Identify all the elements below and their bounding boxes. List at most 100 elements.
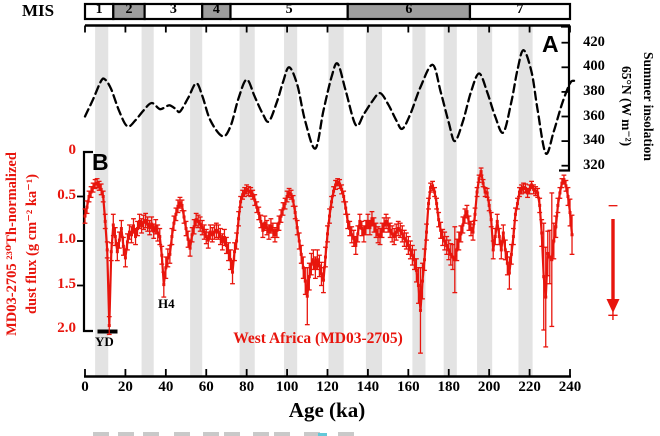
dust-data-point	[103, 219, 107, 223]
dust-scale-plus-sign: +	[607, 305, 619, 327]
dust-data-point	[222, 235, 226, 239]
dust-data-point	[311, 258, 315, 262]
dust-data-point	[255, 205, 259, 209]
dust-data-point	[115, 250, 119, 254]
dust-data-point	[148, 226, 152, 230]
x-tick-label-120: 120	[316, 379, 339, 395]
dust-data-point	[348, 227, 352, 231]
dust-data-point	[382, 223, 386, 227]
dust-data-point	[548, 255, 552, 259]
dust-data-point	[566, 195, 570, 198]
insolation-tick-label-420: 420	[583, 33, 605, 50]
x-tick-label-80: 80	[239, 379, 255, 395]
dust-data-point	[570, 233, 574, 237]
x-tick-label-100: 100	[275, 379, 299, 395]
mis-segment-label-1: 1	[95, 2, 103, 17]
dust-data-point	[210, 233, 214, 237]
dust-data-point	[451, 255, 455, 259]
dust-data-point	[204, 235, 208, 239]
dust-data-point	[119, 227, 123, 231]
mis-segment-label-4: 4	[212, 2, 220, 17]
dust-data-point	[372, 223, 376, 227]
dust-data-point	[273, 233, 277, 237]
dust-data-point	[330, 200, 334, 204]
cropped-caption-mark	[274, 432, 290, 436]
dust-data-point	[481, 181, 485, 185]
dust-data-point	[380, 228, 384, 232]
dust-data-point	[517, 190, 521, 194]
dust-data-point	[140, 224, 144, 228]
dust-data-point	[121, 244, 125, 248]
dust-data-point	[279, 214, 283, 218]
dust-data-point	[459, 232, 463, 236]
dust-data-point	[285, 195, 289, 198]
insolation-tick-label-320: 320	[583, 156, 605, 173]
dust-data-point	[93, 182, 97, 186]
dust-data-point	[536, 191, 540, 195]
dust-data-point	[520, 187, 523, 191]
dust-data-point	[218, 235, 222, 239]
dust-data-point	[150, 222, 154, 226]
dust-data-point	[156, 231, 160, 235]
dust-data-point	[176, 204, 180, 208]
dust-data-point	[398, 228, 402, 232]
dust-data-point	[305, 294, 309, 298]
dust-data-point	[420, 279, 424, 283]
dust-data-point	[487, 203, 491, 207]
dust-data-point	[295, 226, 299, 230]
dust-data-point	[321, 278, 325, 282]
humid-period-band	[477, 26, 493, 376]
panel-a-label: A	[542, 31, 559, 57]
dust-data-point	[202, 230, 206, 234]
insolation-tick-label-360: 360	[583, 107, 605, 124]
dust-data-point	[336, 180, 340, 184]
dust-data-point	[388, 228, 392, 232]
dust-data-point	[378, 235, 382, 239]
yd-interval-bar	[97, 329, 118, 334]
humid-period-band	[328, 26, 344, 376]
dust-data-point	[178, 201, 182, 205]
dust-data-point	[85, 205, 89, 209]
panel-b-left-axis	[82, 150, 93, 333]
dust-data-point	[509, 252, 513, 256]
dust-data-point	[229, 258, 232, 262]
dust-data-point	[483, 190, 487, 194]
dust-data-point	[152, 229, 156, 233]
dust-data-point	[396, 227, 400, 231]
dust-data-point	[344, 206, 348, 210]
x-tick-label-160: 160	[397, 379, 420, 395]
dust-data-point	[493, 235, 497, 239]
dust-data-point	[423, 258, 426, 262]
dust-data-point	[154, 225, 158, 229]
dust-data-point	[489, 218, 493, 222]
dust-scale-minus-sign: −	[607, 196, 619, 217]
dust-data-point	[384, 219, 388, 223]
dust-flux-tick-label-2.0: 2.0	[57, 320, 76, 336]
dust-data-point	[267, 230, 271, 234]
dust-data-point	[524, 186, 528, 190]
dust-data-point	[303, 279, 307, 283]
dust-data-point	[138, 219, 142, 223]
dust-data-point	[235, 239, 239, 243]
dust-data-point	[362, 232, 366, 236]
dust-data-point	[558, 191, 562, 195]
right-axis-title: Summer insolation 65°N (W m⁻²)	[611, 30, 659, 182]
dust-data-point	[291, 199, 295, 203]
dust-data-point	[241, 193, 245, 197]
dust-data-point	[142, 220, 146, 224]
dust-data-point	[168, 252, 172, 256]
dust-data-point	[184, 227, 188, 231]
dust-data-point	[346, 219, 350, 223]
humid-period-band	[518, 26, 533, 376]
dust-data-point	[208, 230, 212, 234]
dust-data-point	[323, 255, 327, 259]
dust-data-point	[338, 182, 342, 186]
humid-period-band	[284, 26, 298, 376]
dust-data-point	[354, 243, 358, 247]
dust-data-point	[226, 250, 230, 254]
dust-data-point	[91, 186, 95, 190]
dust-data-point	[174, 212, 178, 216]
dust-data-point	[564, 184, 568, 188]
dust-data-point	[554, 225, 558, 229]
dust-data-point	[390, 232, 394, 236]
